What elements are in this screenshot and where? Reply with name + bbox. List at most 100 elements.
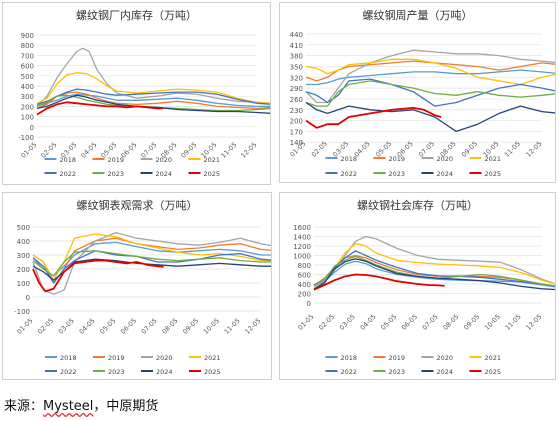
series-line-2021 <box>313 242 555 286</box>
legend-label-2023: 2023 <box>108 368 125 376</box>
legend-label-2025: 2025 <box>204 170 221 178</box>
x-tick-label: 12-05 <box>524 313 543 332</box>
y-tick-label: 0 <box>307 300 311 308</box>
series-line-2023 <box>305 80 555 107</box>
legend-label-2018: 2018 <box>341 155 358 163</box>
legend-label-2024: 2024 <box>156 170 173 178</box>
chart-panel-social-inventory: 螺纹钢社会库存（万吨） 1600 1400 1200 1000 800 600 400 200 0… <box>279 192 556 380</box>
y-tick-label: 400 <box>298 281 311 289</box>
legend-label-2018: 2018 <box>60 354 77 362</box>
legend-label-2020: 2020 <box>156 156 173 164</box>
y-tick-label: 400 <box>21 83 34 91</box>
source-suffix: ，中原期货 <box>93 399 159 414</box>
x-tick-label: 12-05 <box>243 317 262 336</box>
source-prefix: 来源： <box>4 399 44 414</box>
chart-title: 螺纹钢表观需求（万吨） <box>77 198 198 212</box>
y-tick-label: -100 <box>18 134 34 142</box>
series-line-2025 <box>32 259 164 293</box>
y-tick-label: 1200 <box>293 243 311 251</box>
y-tick-label: -100 <box>14 308 30 316</box>
y-tick-label: 400 <box>17 238 30 246</box>
y-tick-label: 1400 <box>293 234 311 242</box>
legend-label-2020: 2020 <box>156 354 173 362</box>
series-line-2023 <box>36 94 270 112</box>
series-line-2018 <box>36 93 270 108</box>
x-tick-label: 03-05 <box>338 313 357 332</box>
legend-label-2022: 2022 <box>60 170 77 178</box>
series-line-2019 <box>36 91 270 110</box>
legend-label-2023: 2023 <box>389 368 406 376</box>
y-tick-label: 260 <box>290 96 303 104</box>
legend-label-2019: 2019 <box>108 156 125 164</box>
series-line-2025 <box>305 107 442 129</box>
series-line-2022 <box>305 78 555 107</box>
series-line-2018 <box>306 69 555 86</box>
legend-label-2023: 2023 <box>108 170 125 178</box>
x-tick-label: 08-05 <box>441 313 460 332</box>
legend-label-2021: 2021 <box>204 354 221 362</box>
legend-label-2022: 2022 <box>341 170 358 178</box>
series-line-2020 <box>305 49 555 104</box>
x-tick-label: 10-05 <box>202 317 221 336</box>
y-tick-label: 100 <box>21 114 34 122</box>
y-tick-label: 170 <box>290 128 303 136</box>
series-line-2022 <box>36 88 270 106</box>
series-line-2021 <box>305 58 555 86</box>
y-tick-label: 800 <box>298 262 311 270</box>
series-line-2021 <box>36 72 270 104</box>
x-tick-label: 06-05 <box>119 317 138 336</box>
source-note: 来源：Mysteel，中原期货 <box>4 395 158 414</box>
chart-title: 螺纹钢周产量（万吨） <box>363 8 473 22</box>
x-tick-label: 09-05 <box>179 141 198 160</box>
chart-title: 螺纹钢社会库存（万吨） <box>357 198 478 212</box>
legend-label-2020: 2020 <box>437 155 454 163</box>
series-line-2024 <box>305 101 555 133</box>
x-tick-label: 07-05 <box>417 140 436 159</box>
legend-label-2018: 2018 <box>60 156 77 164</box>
series-line-2024 <box>36 94 270 114</box>
y-tick-label: 600 <box>298 272 311 280</box>
x-tick-label: 12-05 <box>524 140 543 159</box>
chart-panel-mill-inventory: 螺纹钢厂内库存（万吨） 900 800 700 600 500 400 300 200 100 0 -… <box>2 2 271 185</box>
legend-label-2022: 2022 <box>60 368 77 376</box>
x-tick-label: 02-05 <box>317 313 336 332</box>
x-tick-label: 11-05 <box>503 140 522 159</box>
x-tick-label: 08-05 <box>160 317 179 336</box>
x-tick-label: 01-05 <box>296 313 315 332</box>
y-tick-label: 200 <box>17 266 30 274</box>
legend-label-2022: 2022 <box>341 368 358 376</box>
y-tick-label: 500 <box>21 73 34 81</box>
y-tick-label: 900 <box>21 32 34 40</box>
legend-label-2021: 2021 <box>485 155 502 163</box>
legend-label-2019: 2019 <box>389 155 406 163</box>
y-tick-label: 290 <box>290 85 303 93</box>
x-tick-label: 05-05 <box>379 313 398 332</box>
legend-label-2020: 2020 <box>437 354 454 362</box>
chart-svg: 螺纹钢周产量（万吨） 440 410 380 350 320 290 260 230 200 170… <box>288 8 555 178</box>
y-tick-label: 140 <box>290 139 303 147</box>
y-tick-label: 380 <box>290 53 303 61</box>
legend-label-2025: 2025 <box>204 368 221 376</box>
x-tick-label: 01-05 <box>19 141 38 160</box>
x-tick-label: 02-05 <box>39 141 58 160</box>
series-line-2025 <box>36 101 163 116</box>
legend-label-2021: 2021 <box>204 156 221 164</box>
x-tick-label: 11-05 <box>219 141 238 160</box>
series-line-2023 <box>32 250 271 277</box>
chart-panel-weekly-output: 螺纹钢周产量（万吨） 440 410 380 350 320 290 260 230 200 170… <box>279 2 556 183</box>
series-line-2024 <box>32 258 271 281</box>
series-line-2023 <box>313 255 555 287</box>
legend-label-2025: 2025 <box>485 170 502 178</box>
chart-svg: 螺纹钢厂内库存（万吨） 900 800 700 600 500 400 300 200 100 0 -… <box>18 8 270 178</box>
y-tick-label: 1000 <box>293 253 311 261</box>
series-line-2020 <box>32 231 271 295</box>
legend-label-2021: 2021 <box>485 354 502 362</box>
y-tick-label: 350 <box>290 63 303 71</box>
legend-label-2025: 2025 <box>485 368 502 376</box>
chart-svg: 螺纹钢社会库存（万吨）16001400120010008006004002000… <box>293 198 555 376</box>
y-tick-label: 100 <box>17 280 30 288</box>
y-tick-label: 410 <box>290 42 303 50</box>
x-tick-label: 02-05 <box>36 317 55 336</box>
y-tick-label: 600 <box>21 63 34 71</box>
